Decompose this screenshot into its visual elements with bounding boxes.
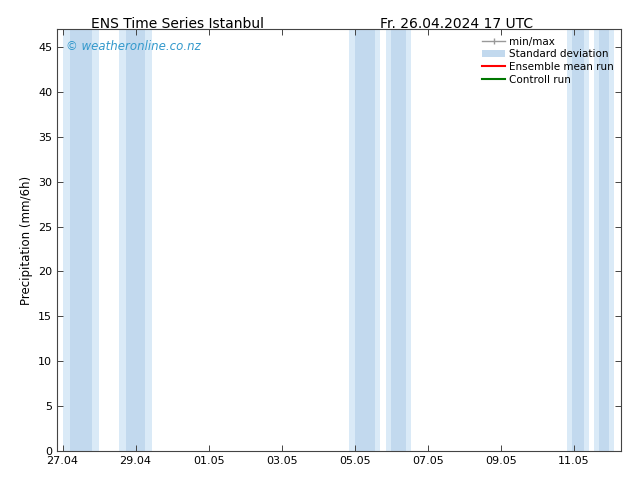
- Bar: [70, 29, 92, 451]
- Bar: [349, 29, 380, 451]
- Text: © weatheronline.co.nz: © weatheronline.co.nz: [65, 40, 200, 53]
- Bar: [354, 29, 375, 451]
- Bar: [63, 29, 99, 451]
- Bar: [599, 29, 609, 451]
- Bar: [391, 29, 406, 451]
- Y-axis label: Precipitation (mm/6h): Precipitation (mm/6h): [20, 175, 32, 305]
- Bar: [119, 29, 152, 451]
- Text: Fr. 26.04.2024 17 UTC: Fr. 26.04.2024 17 UTC: [380, 17, 533, 31]
- Text: ENS Time Series Istanbul: ENS Time Series Istanbul: [91, 17, 264, 31]
- Bar: [567, 29, 589, 451]
- Bar: [594, 29, 614, 451]
- Bar: [385, 29, 411, 451]
- Bar: [126, 29, 145, 451]
- Legend: min/max, Standard deviation, Ensemble mean run, Controll run: min/max, Standard deviation, Ensemble me…: [480, 35, 616, 87]
- Bar: [572, 29, 584, 451]
